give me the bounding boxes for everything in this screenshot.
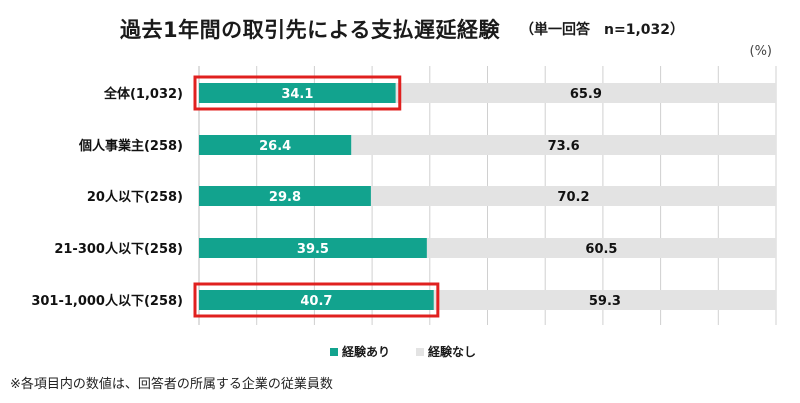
bar-no bbox=[370, 186, 776, 206]
bar-no bbox=[426, 238, 776, 258]
legend-item-no: 経験なし bbox=[416, 343, 476, 360]
highlight-box bbox=[193, 75, 402, 111]
bar-yes bbox=[199, 186, 371, 206]
legend-swatch-yes bbox=[330, 347, 338, 356]
data-label-no: 59.3 bbox=[589, 294, 621, 309]
legend-label-no: 経験なし bbox=[428, 345, 477, 359]
chart-title: 過去1年間の取引先による支払遅延経験 bbox=[120, 18, 500, 42]
highlight-box bbox=[193, 282, 440, 318]
bar-no bbox=[433, 290, 776, 310]
footnote: ※各項目内の数値は、回答者の所属する企業の従業員数 bbox=[10, 377, 333, 392]
category-label: 個人事業主(258) bbox=[78, 138, 183, 154]
data-label-no: 65.9 bbox=[570, 87, 602, 102]
data-label-no: 60.5 bbox=[585, 242, 617, 257]
category-label: 全体(1,032) bbox=[103, 86, 183, 102]
data-label-yes: 40.7 bbox=[300, 294, 332, 309]
data-label-yes: 34.1 bbox=[281, 87, 313, 102]
data-label-no: 73.6 bbox=[548, 139, 580, 154]
chart-subtitle: （単一回答 n=1,032） bbox=[520, 22, 684, 38]
legend-swatch-no bbox=[416, 347, 425, 356]
bar-yes bbox=[199, 135, 352, 155]
data-label-yes: 39.5 bbox=[297, 242, 329, 257]
unit-label: (%) bbox=[749, 44, 773, 59]
bar-no bbox=[395, 83, 776, 103]
category-label: 20人以下(258) bbox=[87, 189, 183, 205]
legend-item-yes: 経験あり bbox=[330, 343, 390, 360]
data-label-no: 70.2 bbox=[557, 190, 589, 205]
category-label: 21-300人以下(258) bbox=[54, 241, 183, 257]
legend: 経験あり 経験なし bbox=[330, 343, 476, 360]
chart-header: 過去1年間の取引先による支払遅延経験 （単一回答 n=1,032） bbox=[0, 14, 800, 44]
category-label: 301-1,000人以下(258) bbox=[31, 293, 183, 309]
legend-label-yes: 経験あり bbox=[342, 345, 391, 359]
data-label-yes: 29.8 bbox=[269, 190, 301, 205]
bar-yes bbox=[199, 83, 396, 103]
bar-no bbox=[351, 135, 776, 155]
data-label-yes: 26.4 bbox=[259, 139, 291, 154]
bar-yes bbox=[199, 238, 427, 258]
bar-yes bbox=[199, 290, 434, 310]
